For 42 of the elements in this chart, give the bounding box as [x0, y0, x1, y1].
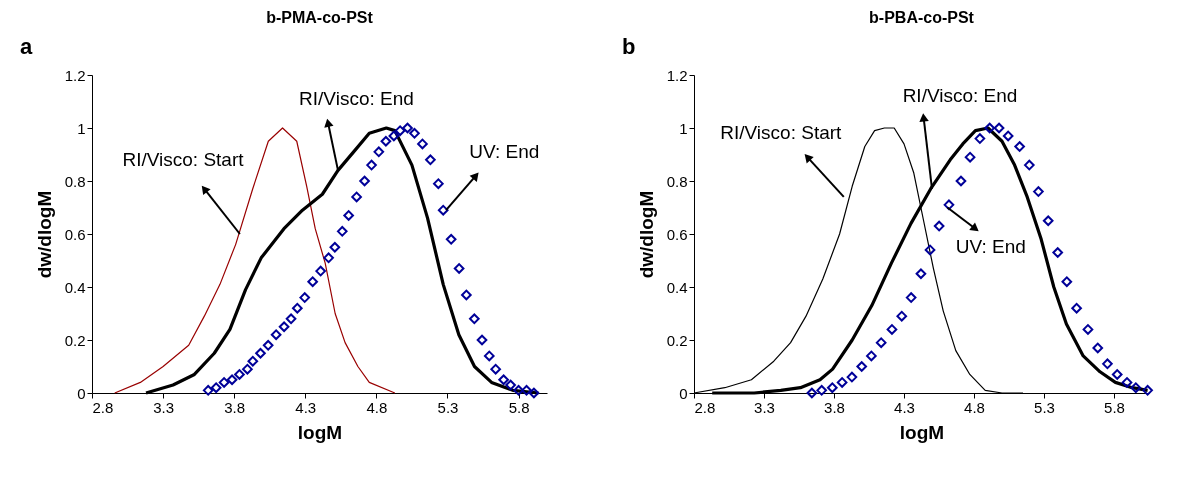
chart-title: b-PBA-co-PSt: [869, 9, 975, 26]
x-tick-label: 3.8: [824, 398, 845, 416]
annotation: RI/Visco: End: [299, 87, 414, 109]
y-tick-label: 1: [679, 119, 688, 137]
y-tick-label: 0.6: [64, 225, 86, 243]
text: a: [20, 34, 33, 59]
y-tick-label: 1: [77, 119, 86, 137]
x-tick-label: 5.8: [508, 398, 530, 416]
y-tick-label: 0.4: [64, 278, 86, 296]
y-tick-label: 0.6: [666, 225, 688, 243]
annotation: RI/Visco: Start: [720, 122, 843, 144]
annotation: UV: End: [955, 236, 1026, 258]
y-tick-label: 0.8: [666, 172, 688, 190]
y-tick-label: 1.2: [64, 66, 86, 84]
x-tick-label: 4.3: [894, 398, 915, 416]
x-tick-label: 4.8: [964, 398, 985, 416]
x-tick-label: 5.3: [1034, 398, 1055, 416]
x-tick-label: 2.8: [694, 398, 716, 416]
x-tick-label: 5.3: [437, 398, 459, 416]
annotation: RI/Visco: Start: [122, 148, 245, 170]
x-tick-label: 4.8: [366, 398, 388, 416]
y-tick-label: 1.2: [666, 66, 688, 84]
x-tick-label: 3.3: [754, 398, 775, 416]
x-tick-label: 2.8: [92, 398, 114, 416]
y-axis-title: dw/dlogM: [33, 190, 55, 279]
x-axis-title: logM: [297, 421, 343, 443]
y-tick-label: 0: [77, 384, 86, 402]
annotation: UV: End: [469, 140, 540, 162]
y-tick-label: 0: [679, 384, 688, 402]
y-tick-label: 0.2: [64, 331, 86, 349]
y-tick-label: 0.4: [666, 278, 688, 296]
x-axis-title: logM: [899, 421, 945, 443]
x-tick-label: 5.8: [1104, 398, 1125, 416]
text: b: [622, 34, 636, 59]
x-tick-label: 3.8: [224, 398, 246, 416]
y-tick-label: 0.8: [64, 172, 86, 190]
y-tick-label: 0.2: [666, 331, 688, 349]
x-tick-label: 3.3: [153, 398, 175, 416]
y-axis-title: dw/dlogM: [635, 190, 657, 279]
annotation: RI/Visco: End: [902, 85, 1018, 107]
chart-title: b-PMA-co-PSt: [266, 9, 374, 26]
x-tick-label: 4.3: [295, 398, 317, 416]
